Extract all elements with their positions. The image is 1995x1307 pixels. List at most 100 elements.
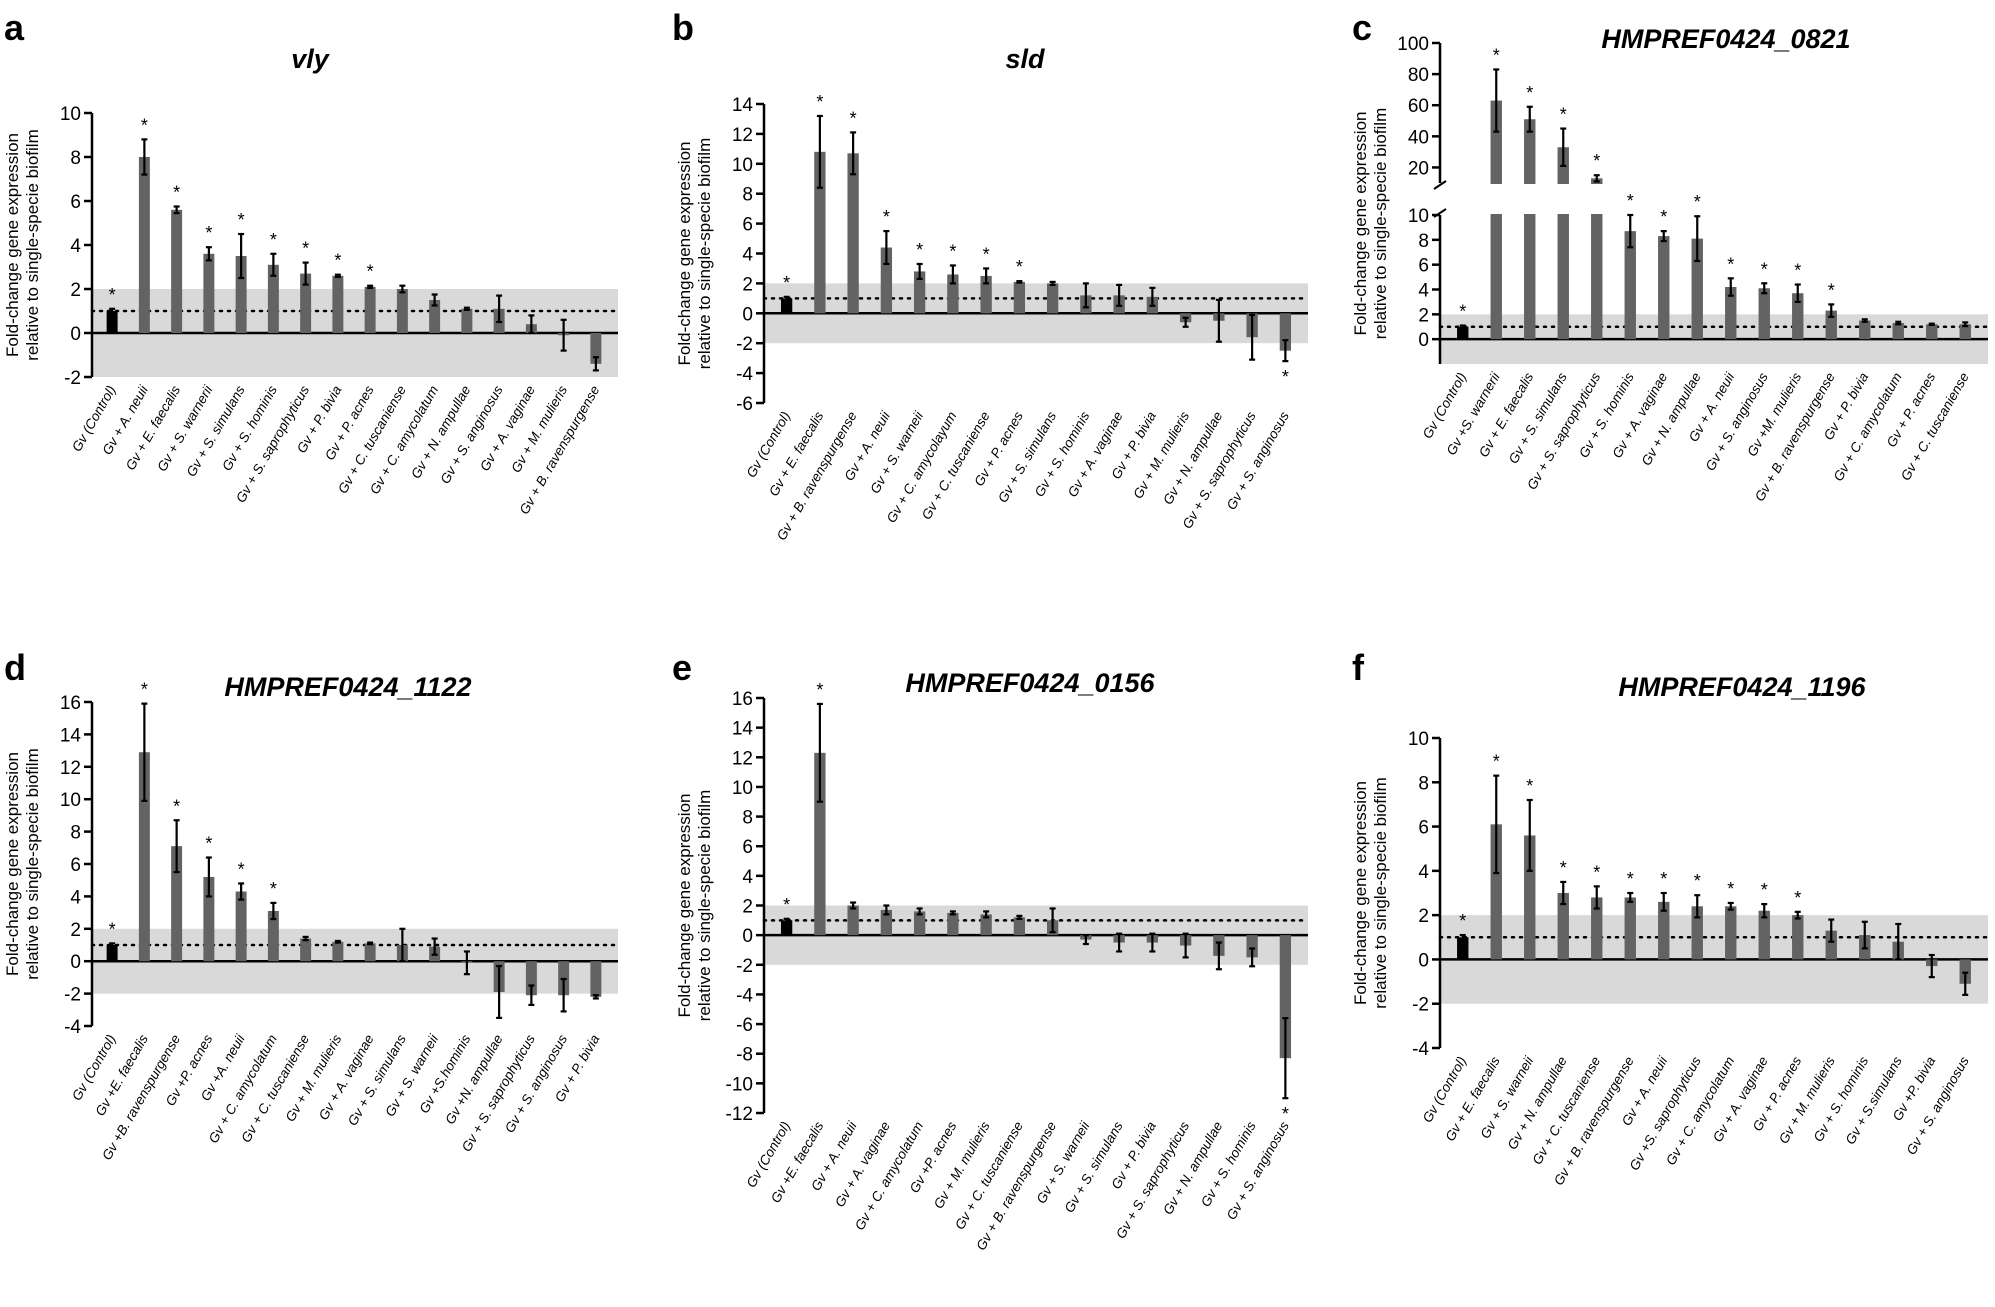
bar — [947, 274, 959, 314]
tick-label-y: -6 — [736, 1015, 753, 1036]
tick-label-y: 2 — [70, 920, 81, 941]
axis-label-y-line: Fold-change gene expression — [675, 794, 694, 1018]
bar — [267, 264, 279, 333]
tick-label-y: -2 — [64, 985, 81, 1006]
axis-label-y-line: Fold-change gene expression — [675, 142, 694, 366]
tick-label-y: 6 — [742, 215, 753, 236]
axis-break-mark — [1433, 208, 1447, 218]
significance-star: * — [1560, 105, 1567, 125]
bar — [1658, 901, 1670, 960]
axis-label-y-line: relative to single-specie biofilm — [1371, 777, 1390, 1009]
significance-star: * — [270, 230, 277, 250]
bar — [590, 961, 602, 997]
bar — [1892, 323, 1904, 340]
significance-star: * — [173, 183, 180, 203]
significance-star: * — [1660, 207, 1667, 227]
tick-label-y: 4 — [70, 236, 81, 257]
tick-label-y: 8 — [70, 148, 81, 169]
significance-star: * — [109, 285, 116, 305]
tick-label-y: -2 — [736, 956, 753, 977]
bar — [847, 905, 859, 936]
significance-star: * — [883, 207, 890, 227]
tick-label-x: Gv + S. anginosus — [1224, 409, 1292, 513]
significance-star: * — [1282, 1104, 1289, 1124]
tick-label-y: 0 — [742, 926, 753, 947]
bar — [300, 938, 312, 962]
tick-label-y: -6 — [736, 394, 753, 415]
tick-label-y: 100 — [1397, 34, 1429, 55]
chart-panel-f: *Gv (Control)*Gv + E. faecalis*Gv + S. w… — [1351, 647, 1990, 1188]
significance-star: * — [916, 240, 923, 260]
bar — [267, 910, 279, 962]
tick-label-y: 10 — [732, 155, 753, 176]
tick-label-y: -4 — [1412, 1039, 1429, 1060]
tick-label-y: 6 — [70, 855, 81, 876]
significance-star: * — [109, 919, 116, 939]
tick-label-x: Gv + S. anginosus — [1904, 1054, 1972, 1158]
significance-star: * — [205, 834, 212, 854]
tick-label-y: 10 — [60, 790, 81, 811]
axis-break-gap — [1522, 184, 1538, 214]
axis-label-y: Fold-change gene expressionrelative to s… — [675, 790, 714, 1022]
tick-label-y: -4 — [736, 364, 753, 385]
chart-title: HMPREF0424_1196 — [1618, 672, 1866, 702]
significance-star: * — [850, 108, 857, 128]
chart-title: sld — [1005, 44, 1045, 74]
bar — [913, 911, 926, 936]
significance-star: * — [1761, 880, 1768, 900]
axis-break-gap — [1555, 184, 1571, 214]
bar — [880, 247, 893, 314]
significance-star: * — [334, 251, 341, 271]
bar — [1279, 935, 1292, 1059]
bar — [1691, 238, 1703, 340]
tick-label-y: 8 — [1418, 773, 1429, 794]
tick-label-y: 10 — [732, 778, 753, 799]
bar — [913, 271, 926, 314]
axis-label-y: Fold-change gene expressionrelative to s… — [1351, 108, 1390, 340]
chart-title: HMPREF0424_1122 — [224, 672, 471, 702]
chart-title: vly — [291, 44, 331, 74]
axis-break-mark — [1433, 180, 1447, 190]
bar — [1725, 906, 1737, 960]
chart-panel-a: *Gv (Control)*Gv + A. neuii*Gv + E. faec… — [3, 7, 620, 517]
bar — [590, 333, 602, 364]
tick-label-y: 0 — [70, 324, 81, 345]
bar — [138, 752, 150, 962]
panel-letter: a — [4, 7, 25, 48]
tick-label-y: 16 — [60, 693, 81, 714]
bar — [947, 912, 959, 936]
bar — [1691, 906, 1703, 960]
panel-letter: d — [4, 647, 26, 688]
tick-label-y: 2 — [742, 274, 753, 295]
bar — [1859, 320, 1871, 340]
significance-star: * — [1593, 862, 1600, 882]
significance-star: * — [1493, 45, 1500, 65]
tick-label-y: 0 — [70, 952, 81, 973]
tick-label-y: 60 — [1408, 96, 1429, 117]
panel-letter: c — [1352, 7, 1372, 48]
bar — [814, 151, 826, 314]
bar — [1959, 959, 1971, 984]
axis-label-y: Fold-change gene expressionrelative to s… — [3, 748, 42, 980]
significance-star: * — [1459, 302, 1466, 322]
panel-letter: f — [1352, 647, 1365, 688]
significance-star: * — [238, 210, 245, 230]
bar — [1457, 326, 1469, 340]
tick-label-y: 4 — [742, 245, 753, 266]
bar — [1524, 835, 1536, 960]
bar — [1624, 231, 1636, 340]
bar — [814, 752, 826, 936]
bar — [1758, 288, 1770, 340]
tick-label-y: 2 — [1418, 906, 1429, 927]
significance-star: * — [1282, 367, 1289, 387]
tick-label-y: -12 — [726, 1104, 753, 1125]
tick-label-y: -2 — [736, 334, 753, 355]
significance-star: * — [1016, 257, 1023, 277]
tick-label-y: -2 — [1412, 995, 1429, 1016]
bar — [106, 311, 118, 333]
significance-star: * — [367, 262, 374, 282]
significance-star: * — [1493, 752, 1500, 772]
significance-star: * — [1828, 280, 1835, 300]
tick-label-y: -10 — [726, 1074, 753, 1095]
